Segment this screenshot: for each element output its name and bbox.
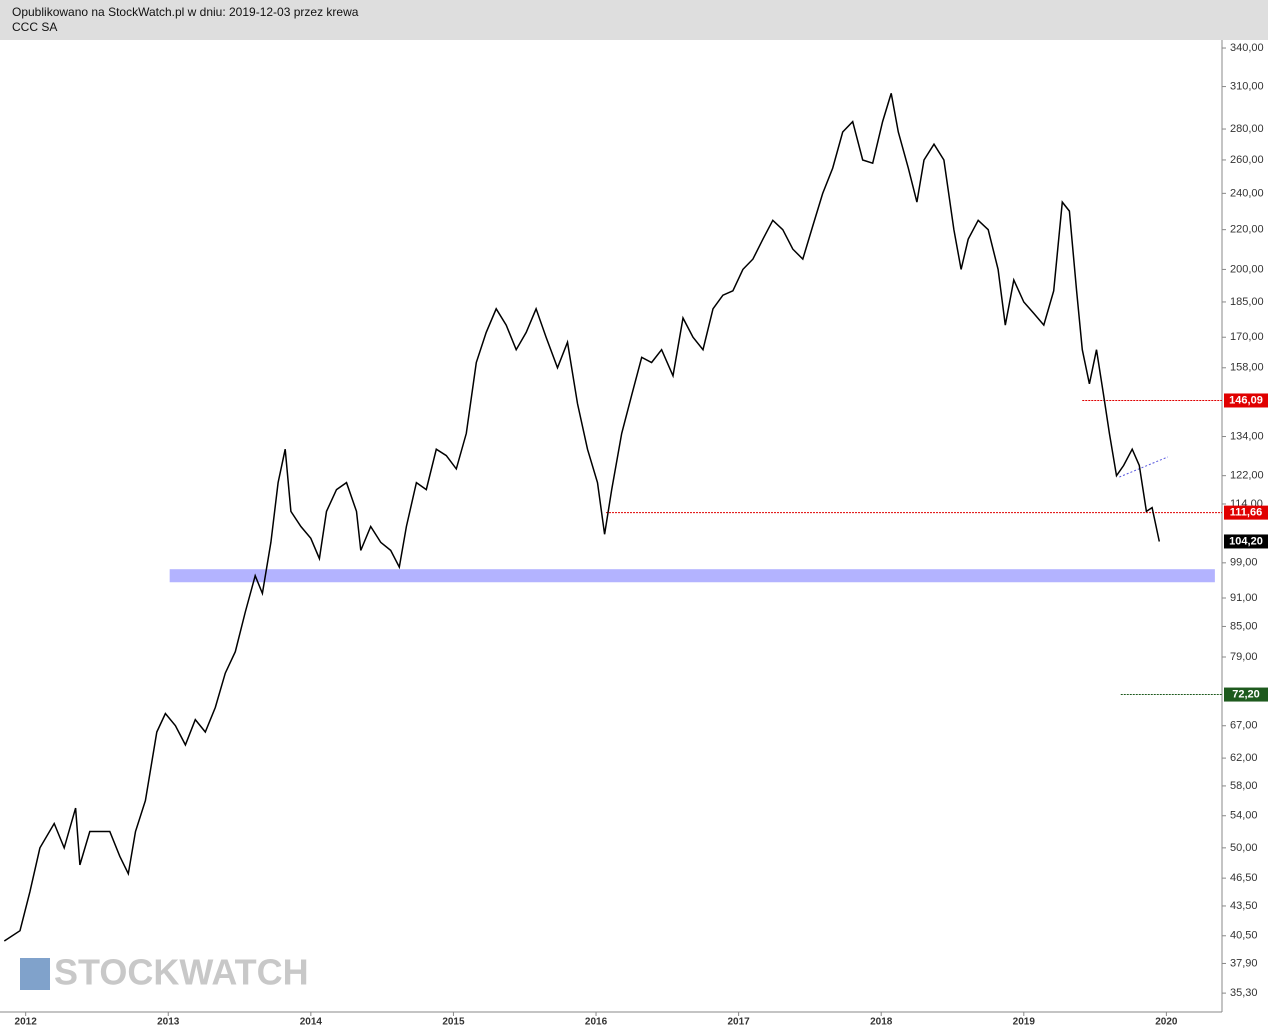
x-tick-label: 2019 [1013,1017,1036,1028]
level-tag [1224,534,1268,549]
y-tick-label: 35,30 [1230,987,1258,999]
y-tick-label: 158,00 [1230,362,1264,374]
y-tick-label: 85,00 [1230,620,1258,632]
y-tick-label: 99,00 [1230,557,1258,569]
y-tick-label: 46,50 [1230,872,1258,884]
y-tick-label: 43,50 [1230,900,1258,912]
y-tick-label: 54,00 [1230,810,1258,822]
watermark: STOCKWATCH [54,952,309,993]
logo: STOCKWATCH [20,952,309,993]
y-tick-label: 79,00 [1230,651,1258,663]
trend-line [1119,456,1169,478]
y-tick-label: 310,00 [1230,80,1264,92]
y-tick-label: 37,90 [1230,957,1258,969]
chart-subtitle: CCC SA [12,20,57,34]
y-tick-label: 91,00 [1230,592,1258,604]
level-tag [1224,505,1268,520]
x-tick-label: 2020 [1155,1017,1178,1028]
y-tick-label: 50,00 [1230,842,1258,854]
x-tick-label: 2012 [15,1017,38,1028]
x-tick-label: 2018 [870,1017,893,1028]
level-label: 146,09 [1229,394,1263,406]
y-tick-label: 122,00 [1230,470,1264,482]
y-tick-label: 280,00 [1230,123,1264,135]
x-tick-label: 2015 [442,1017,465,1028]
y-tick-label: 58,00 [1230,780,1258,792]
x-tick-label: 2013 [157,1017,180,1028]
level-label: 72,20 [1232,688,1260,700]
header-bg [0,0,1268,40]
y-tick-label: 62,00 [1230,752,1258,764]
support-band [169,569,1215,583]
y-tick-label: 240,00 [1230,187,1264,199]
y-tick-label: 340,00 [1230,42,1264,54]
x-tick-label: 2017 [727,1017,750,1028]
y-tick-label: 40,50 [1230,930,1258,942]
y-tick-label: 220,00 [1230,224,1264,236]
level-label: 111,66 [1230,507,1262,519]
y-tick-label: 134,00 [1230,430,1264,442]
level-tag [1224,687,1268,702]
y-tick-label: 260,00 [1230,154,1264,166]
y-tick-label: 185,00 [1230,296,1264,308]
level-label: 104,20 [1229,535,1263,547]
y-tick-label: 67,00 [1230,720,1258,732]
price-line [3,93,1161,942]
logo-icon [20,958,50,990]
y-tick-label: 170,00 [1230,331,1264,343]
y-tick-label: 200,00 [1230,263,1264,275]
level-tag [1224,393,1268,408]
x-tick-label: 2016 [585,1017,608,1028]
x-tick-label: 2014 [300,1017,323,1028]
chart-title: Opublikowano na StockWatch.pl w dniu: 20… [12,5,359,19]
